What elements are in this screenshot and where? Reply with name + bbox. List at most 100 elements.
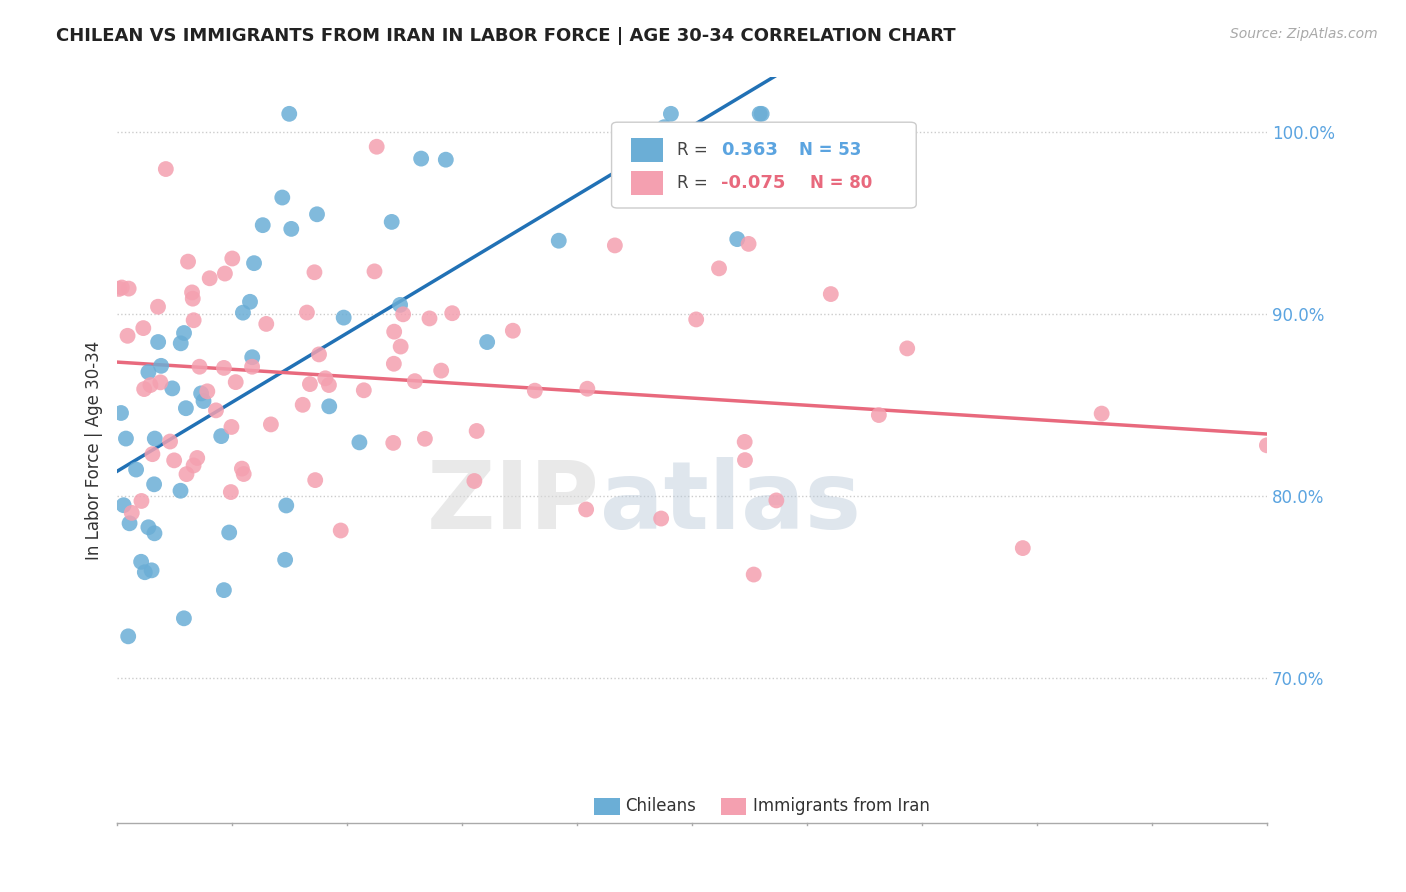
Point — [389, 340, 412, 354]
Point — [304, 265, 326, 279]
Point — [751, 107, 773, 121]
Text: N = 80: N = 80 — [810, 174, 873, 192]
Point — [411, 152, 433, 166]
Point — [363, 264, 385, 278]
Point — [1011, 541, 1033, 555]
Point — [734, 453, 756, 467]
Point — [366, 140, 388, 154]
Point — [382, 357, 405, 371]
Text: Immigrants from Iran: Immigrants from Iran — [754, 797, 929, 815]
Point — [219, 485, 242, 500]
Point — [243, 256, 266, 270]
Point — [314, 371, 336, 385]
Point — [212, 360, 235, 375]
Point — [218, 525, 240, 540]
Bar — [721, 798, 747, 814]
Point — [143, 432, 166, 446]
Point — [304, 473, 326, 487]
Point — [305, 207, 328, 221]
Point — [547, 234, 569, 248]
Point — [349, 435, 371, 450]
Point — [685, 312, 707, 326]
Point — [188, 359, 211, 374]
Point — [576, 382, 599, 396]
Point — [170, 336, 193, 351]
Point — [232, 306, 254, 320]
Point — [121, 506, 143, 520]
Point — [138, 520, 160, 534]
Point — [650, 511, 672, 525]
Point — [138, 365, 160, 379]
Point — [252, 218, 274, 232]
Point — [198, 271, 221, 285]
Text: R =: R = — [678, 174, 707, 192]
Point — [1091, 407, 1114, 421]
Point — [176, 467, 198, 482]
Point — [382, 436, 405, 450]
Bar — [631, 170, 664, 194]
Point — [146, 334, 169, 349]
Point — [159, 434, 181, 449]
Point — [392, 307, 415, 321]
Point — [162, 381, 184, 395]
Point — [143, 526, 166, 541]
Point — [430, 363, 453, 377]
Point — [132, 321, 155, 335]
Point — [765, 493, 787, 508]
Point — [221, 420, 243, 434]
Point — [276, 499, 298, 513]
Point — [118, 516, 141, 531]
Point — [205, 403, 228, 417]
Point — [742, 567, 765, 582]
Point — [141, 563, 163, 577]
Point — [389, 298, 412, 312]
Point — [603, 238, 626, 252]
Point — [465, 424, 488, 438]
Point — [108, 282, 131, 296]
Point — [413, 432, 436, 446]
Point — [254, 317, 277, 331]
Point — [332, 310, 354, 325]
Point — [291, 398, 314, 412]
Point — [231, 461, 253, 475]
Text: -0.075: -0.075 — [721, 174, 785, 192]
Point — [329, 524, 352, 538]
Point — [868, 408, 890, 422]
Point — [143, 477, 166, 491]
Point — [737, 236, 759, 251]
Point — [820, 287, 842, 301]
Y-axis label: In Labor Force | Age 30-34: In Labor Force | Age 30-34 — [86, 341, 103, 560]
Point — [239, 294, 262, 309]
Point — [280, 222, 302, 236]
Point — [652, 120, 675, 135]
Point — [149, 376, 172, 390]
Point — [748, 107, 770, 121]
Point — [129, 555, 152, 569]
Point — [225, 375, 247, 389]
Point — [418, 311, 440, 326]
Point — [434, 153, 457, 167]
Point — [212, 583, 235, 598]
Text: ZIP: ZIP — [427, 457, 600, 549]
Point — [353, 384, 375, 398]
Point — [111, 280, 134, 294]
Point — [707, 261, 730, 276]
Point — [155, 162, 177, 177]
Point — [260, 417, 283, 432]
Point — [177, 254, 200, 268]
Text: atlas: atlas — [600, 457, 860, 549]
Point — [181, 285, 204, 300]
Point — [278, 107, 301, 121]
Point — [298, 377, 321, 392]
Point — [134, 382, 156, 396]
Point — [214, 267, 236, 281]
Point — [295, 305, 318, 319]
Point — [896, 342, 918, 356]
Point — [475, 334, 498, 349]
FancyBboxPatch shape — [612, 122, 917, 208]
Bar — [631, 138, 664, 161]
Point — [134, 565, 156, 579]
Point — [734, 434, 756, 449]
Point — [209, 429, 232, 443]
Point — [110, 406, 132, 420]
